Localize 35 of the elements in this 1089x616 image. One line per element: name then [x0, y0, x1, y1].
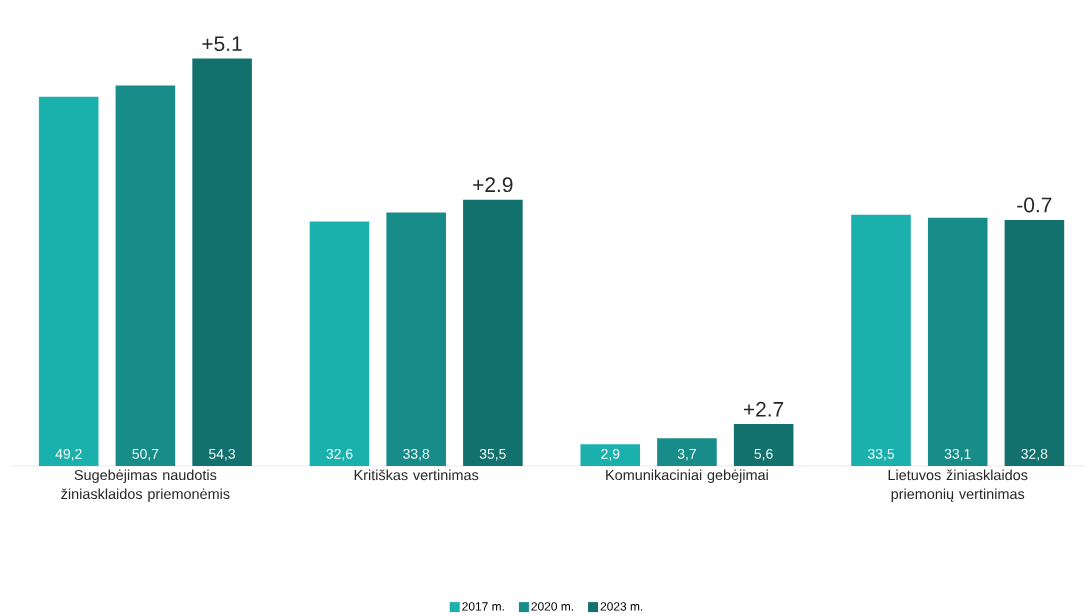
legend-label: 2023 m.: [600, 602, 643, 611]
bar: [463, 199, 523, 466]
data-label: 2,9: [601, 448, 620, 461]
data-label: 33,5: [868, 448, 895, 461]
x-tick-label: Kritiškas vertinimas: [354, 469, 479, 481]
data-label: 32,8: [1021, 448, 1048, 461]
data-label: 3,7: [677, 448, 696, 461]
bar: [733, 423, 794, 466]
data-label: 32,6: [326, 448, 353, 461]
data-label: 54,3: [209, 448, 235, 461]
data-label: 49,2: [55, 448, 82, 461]
x-tick-label: Sugebėjimas naudotis žiniasklaidos priemonėmis: [61, 469, 230, 502]
bar: [851, 214, 911, 466]
annotation: +2.7: [743, 401, 784, 417]
data-label: 33,1: [944, 448, 971, 461]
bar: [657, 438, 717, 466]
bar: [192, 58, 252, 466]
annotation: -0.7: [1017, 197, 1052, 213]
bar: [38, 96, 99, 466]
data-label: 50,7: [132, 448, 159, 461]
data-label: 33,8: [403, 448, 430, 461]
x-tick-label: Komunikaciniai gebėjimai: [606, 469, 768, 483]
data-label: 35,5: [479, 448, 506, 461]
annotation: +2.9: [473, 177, 513, 193]
text: +5.1: [202, 36, 242, 52]
bar: [115, 85, 176, 466]
data-label: 5,6: [754, 448, 773, 461]
bar: [927, 217, 988, 466]
bar: [386, 212, 446, 466]
bar: [309, 221, 370, 466]
legend-label: 2020 m.: [531, 602, 573, 611]
bar: [580, 444, 641, 466]
x-tick-label: Lietuvos žiniasklaidos priemonių vertinimas: [888, 469, 1028, 502]
bar: [1004, 219, 1065, 466]
legend-label: 2017 m.: [462, 602, 504, 611]
